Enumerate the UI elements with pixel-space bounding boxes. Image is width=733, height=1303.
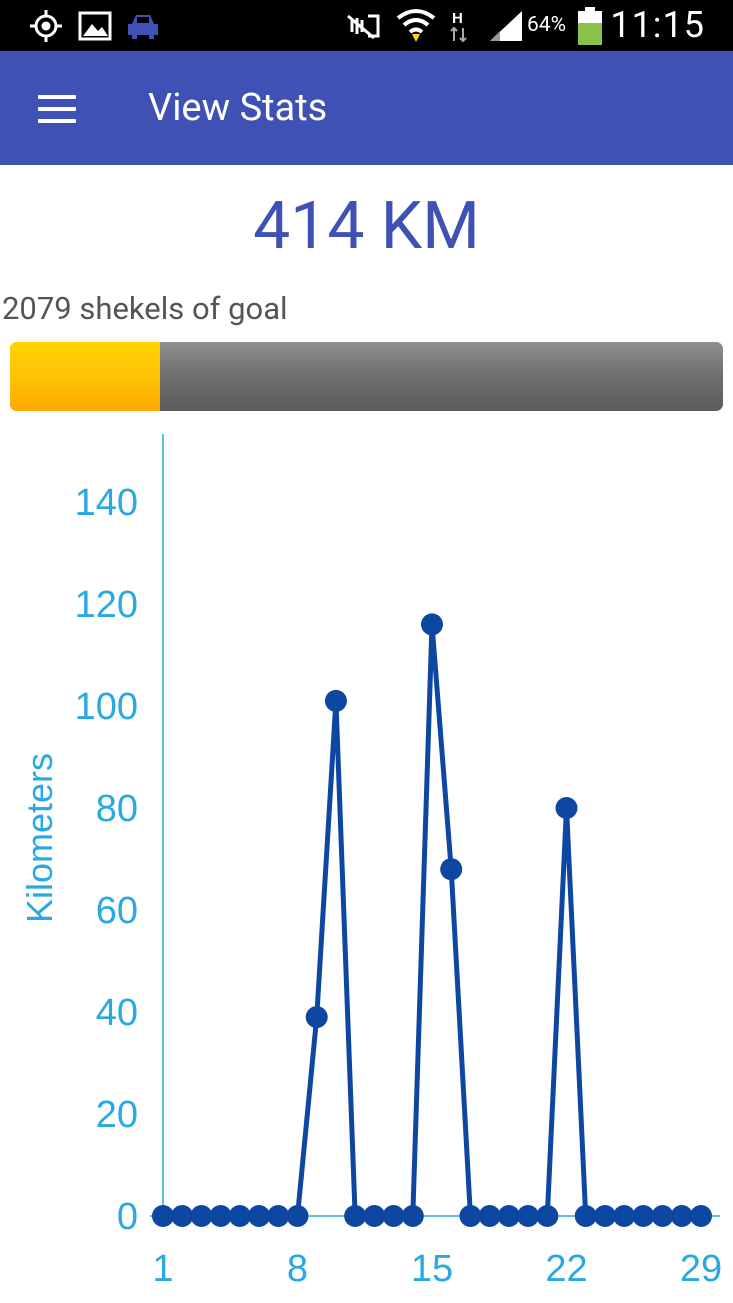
x-tick-label: 15: [411, 1248, 453, 1290]
y-tick-label: 120: [75, 584, 138, 626]
y-tick-label: 20: [96, 1094, 138, 1136]
data-point: [670, 1205, 693, 1227]
y-tick-label: 100: [75, 686, 138, 728]
goal-progress-fill: [10, 342, 160, 411]
data-point: [344, 1205, 367, 1227]
data-point: [536, 1205, 559, 1227]
data-point: [324, 689, 347, 712]
y-tick-label: 140: [75, 482, 138, 524]
x-tick-label: 22: [545, 1248, 587, 1290]
data-point: [228, 1205, 251, 1227]
data-point: [267, 1205, 290, 1227]
data-point: [363, 1205, 386, 1227]
total-distance: 414 KM: [253, 188, 480, 265]
svg-text:H: H: [452, 10, 463, 27]
goal-text: 2079 shekels of goal: [2, 290, 288, 327]
data-point: [497, 1205, 520, 1227]
data-point: [690, 1205, 712, 1227]
data-point: [593, 1205, 616, 1227]
y-tick-label: 40: [96, 992, 138, 1034]
goal-progress-bar: [10, 342, 723, 411]
clock: 11:15: [610, 4, 705, 46]
series-line: [163, 624, 701, 1219]
hamburger-menu-icon[interactable]: [38, 95, 76, 123]
y-tick-label: 60: [96, 890, 138, 932]
y-axis-label: Kilometers: [19, 753, 60, 923]
hspa-icon: H: [448, 0, 470, 51]
data-point: [171, 1205, 194, 1227]
x-tick-label: 1: [152, 1248, 173, 1290]
data-point: [517, 1205, 540, 1227]
signal-icon: [488, 0, 524, 51]
x-tick-label: 8: [287, 1248, 308, 1290]
data-point: [651, 1205, 674, 1227]
app-bar: View Stats: [0, 51, 733, 165]
x-tick-label: 29: [680, 1248, 722, 1290]
data-point: [440, 858, 463, 881]
distance-chart: 0 20 40 60 80 100 120 140 1 8 15 22 29 Kilometers: [19, 434, 722, 1290]
data-point: [632, 1205, 655, 1227]
data-point: [613, 1205, 636, 1227]
wifi-icon: [396, 0, 436, 51]
battery-percent: 64%: [527, 13, 566, 37]
data-point: [209, 1205, 232, 1227]
data-point: [190, 1205, 213, 1227]
car-icon: [126, 0, 160, 51]
data-point: [305, 1006, 328, 1029]
mute-icon: [344, 0, 384, 51]
data-point: [401, 1205, 424, 1227]
gallery-icon: [78, 0, 112, 51]
status-bar: H 64% 11:15: [0, 0, 733, 51]
data-point: [152, 1205, 174, 1227]
data-point: [459, 1205, 482, 1227]
data-point: [382, 1205, 405, 1227]
gps-icon: [28, 0, 64, 51]
data-point: [248, 1205, 271, 1227]
data-point: [421, 613, 443, 636]
data-point: [478, 1205, 501, 1227]
page-title: View Stats: [148, 86, 328, 130]
battery-icon: [577, 0, 603, 51]
y-tick-label: 80: [96, 788, 138, 830]
data-point: [574, 1205, 597, 1227]
y-tick-label: 0: [117, 1196, 138, 1238]
data-point: [555, 797, 578, 819]
data-point: [286, 1205, 309, 1227]
